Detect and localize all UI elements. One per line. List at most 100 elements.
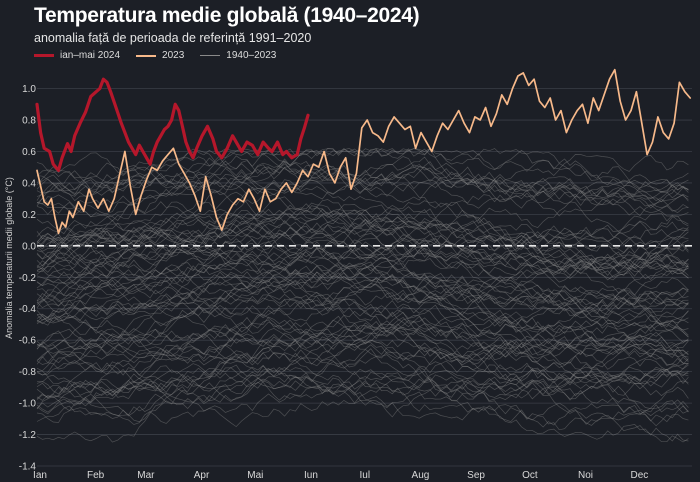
historic-year-line <box>36 363 689 419</box>
historic-year-line <box>36 147 689 197</box>
historic-year-line <box>36 314 689 366</box>
historic-year-line <box>36 254 689 326</box>
historic-year-line <box>36 233 689 289</box>
historic-year-line <box>36 148 689 196</box>
y-tick-label: -1.0 <box>19 399 37 410</box>
x-tick-label: Iul <box>360 470 371 481</box>
historic-year-line <box>36 148 689 203</box>
historic-year-line <box>36 316 689 365</box>
historic-year-line <box>36 203 689 264</box>
historic-year-line <box>36 339 689 396</box>
historic-year-line <box>36 223 689 279</box>
historic-year-line <box>36 271 689 334</box>
legend-item-2023: 2023 <box>136 50 184 61</box>
chart-subtitle: anomalia față de perioada de referință 1… <box>34 31 312 45</box>
x-tick-label: Oct <box>522 470 538 481</box>
historic-year-line <box>36 208 689 276</box>
grid-layer <box>37 88 692 467</box>
historic-year-line <box>36 244 689 309</box>
historic-year-line <box>36 227 689 306</box>
y-tick-label: -0.4 <box>19 304 37 315</box>
y-tick-label: -1.2 <box>19 430 37 441</box>
historic-year-line <box>36 164 689 240</box>
historic-year-line <box>36 328 689 364</box>
historic-year-line <box>36 377 689 427</box>
historic-year-line <box>36 157 689 214</box>
historic-year-line <box>36 367 689 412</box>
historic-year-line <box>36 155 689 221</box>
legend-label-2024: ian–mai 2024 <box>60 50 121 61</box>
y-tick-label: 1.0 <box>22 84 36 95</box>
y-tick-label: -0.2 <box>19 273 37 284</box>
legend-label-2023: 2023 <box>162 50 185 61</box>
series-layer <box>35 68 692 235</box>
historic-year-line <box>36 228 689 281</box>
historic-year-line <box>36 344 689 382</box>
historic-year-line <box>36 348 689 416</box>
x-tick-label: Mai <box>247 470 263 481</box>
historic-year-line <box>36 229 689 301</box>
historic-year-line <box>36 148 689 186</box>
x-tick-label: Aug <box>412 470 430 481</box>
historic-year-line <box>36 256 689 310</box>
historic-year-line <box>36 156 689 208</box>
y-tick-label: 0.2 <box>22 210 36 221</box>
historic-year-line <box>36 294 689 356</box>
legend-swatch-historic <box>200 55 221 56</box>
historic-year-line <box>36 218 689 272</box>
legend-swatch-2024 <box>34 54 54 57</box>
historic-year-line <box>36 263 689 315</box>
historic-year-line <box>36 323 689 365</box>
y-tick-label: 0.8 <box>22 116 36 127</box>
chart-title: Temperatura medie globală (1940–2024) <box>34 4 420 27</box>
x-tick-label: Ian <box>33 470 47 481</box>
historic-year-line <box>36 383 689 443</box>
historic-year-line <box>36 291 689 351</box>
y-tick-labels: -1.4 -1.2 -1.0 -0.8 -0.6 -0.4 -0.2 0.0 0.2 0.4 0.6… <box>19 84 37 472</box>
historic-year-line <box>36 226 689 281</box>
historic-year-line <box>36 202 689 252</box>
historic-year-line <box>36 213 689 274</box>
historic-year-line <box>36 264 689 338</box>
y-tick-label: 0.4 <box>22 178 36 189</box>
historic-year-line <box>36 327 689 394</box>
historic-year-line <box>36 193 689 248</box>
historic-year-line <box>36 319 689 376</box>
historic-year-line <box>36 161 689 209</box>
historic-year-line <box>36 315 689 372</box>
x-tick-label: Mar <box>137 470 155 481</box>
historic-year-line <box>36 325 689 384</box>
historic-year-line <box>36 350 689 423</box>
historic-year-line <box>36 339 689 407</box>
legend-item-2024: ian–mai 2024 <box>34 50 120 61</box>
historic-year-line <box>36 328 689 382</box>
historic-year-line <box>36 163 689 201</box>
series-line-2023 <box>36 68 692 235</box>
y-tick-label: -1.4 <box>19 462 37 473</box>
historic-year-line <box>36 265 689 319</box>
historic-year-line <box>36 248 689 295</box>
historic-year-line <box>36 370 689 442</box>
historic-year-line <box>36 237 689 278</box>
series-line-2024 <box>35 77 310 172</box>
historic-year-line <box>36 367 689 401</box>
y-tick-label: 0.6 <box>22 147 36 158</box>
historic-year-line <box>36 196 689 271</box>
x-tick-label: Feb <box>87 470 105 481</box>
historic-year-line <box>36 213 689 256</box>
y-tick-label: 0.0 <box>22 241 36 252</box>
historic-year-line <box>36 247 689 316</box>
legend-label-historic: 1940–2023 <box>226 50 277 61</box>
y-tick-label: -0.8 <box>19 367 37 378</box>
x-tick-label: Apr <box>194 470 210 481</box>
legend: ian–mai 2024 2023 1940–2023 <box>34 50 292 61</box>
x-tick-labels: Ian Feb Mar Apr Mai Iun Iul Aug Sep Oct Noi Dec <box>33 470 648 481</box>
historic-year-line <box>36 283 689 337</box>
historic-year-line <box>36 238 689 303</box>
historic-year-line <box>36 301 689 358</box>
historic-year-line <box>36 320 689 394</box>
legend-swatch-2023 <box>136 54 157 57</box>
historic-year-line <box>36 231 689 275</box>
historic-year-line <box>36 191 689 250</box>
